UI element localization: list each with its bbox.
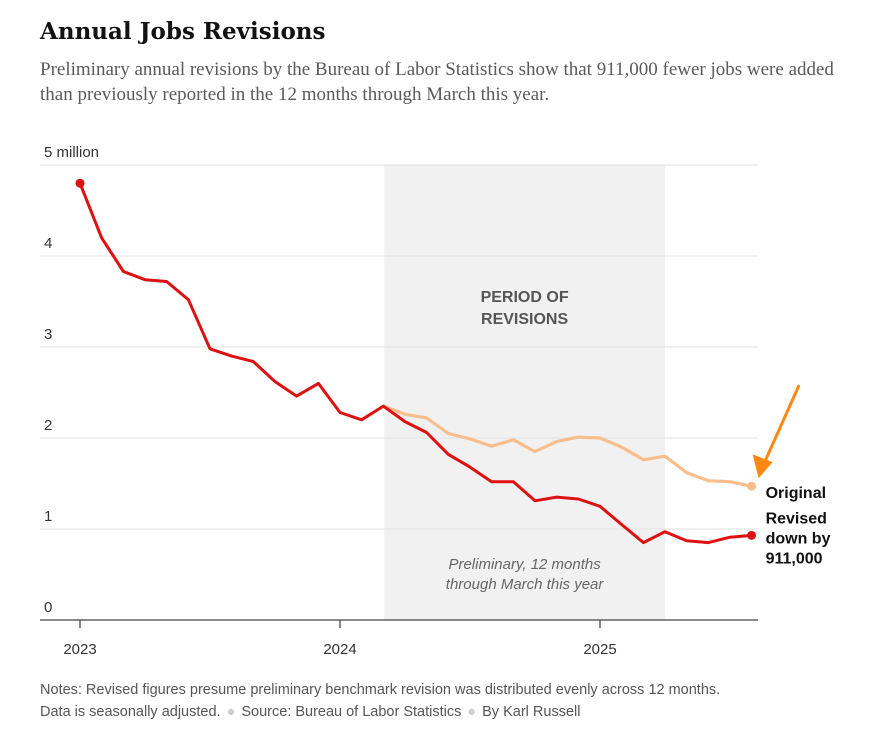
series-line-revised	[78, 181, 754, 545]
y-tick-label: 3	[44, 326, 52, 343]
data-point-original	[425, 416, 428, 419]
data-point-revised	[360, 418, 363, 421]
data-point-original	[447, 432, 450, 435]
y-tick-label: 2	[44, 417, 52, 434]
data-point-original	[555, 440, 558, 443]
data-point-revised	[729, 536, 732, 539]
data-point-revised	[469, 466, 472, 469]
band-title-line-2: REVISIONS	[481, 311, 568, 328]
data-point-revised	[382, 405, 385, 408]
data-point-original	[747, 481, 757, 491]
series-line-original	[381, 404, 754, 488]
y-tick-label: 5 million	[44, 144, 99, 161]
annotation-arrow-shaft	[763, 384, 801, 464]
data-point-original	[490, 445, 493, 448]
data-point-original	[577, 436, 580, 439]
notes-byline: By Karl Russell	[482, 704, 581, 720]
data-point-revised	[707, 541, 710, 544]
data-point-original	[642, 458, 645, 461]
y-tick-label: 0	[44, 599, 52, 616]
band-note-line-2: through March this year	[446, 576, 605, 593]
data-point-revised	[274, 380, 277, 383]
chart-notes: Notes: Revised figures presume prelimina…	[40, 679, 840, 723]
data-point-revised	[425, 431, 428, 434]
chart: 0 1 2 3 4 5 million 2023 2024 2025 PERIOD OF REVI…	[40, 144, 831, 658]
data-point-revised	[404, 420, 407, 423]
data-point-revised	[447, 453, 450, 456]
data-point-revised	[534, 499, 537, 502]
data-point-revised	[100, 236, 103, 239]
data-point-original	[512, 438, 515, 441]
data-point-revised	[555, 496, 558, 499]
data-point-revised	[295, 395, 298, 398]
data-point-original	[469, 437, 472, 440]
data-point-original	[664, 455, 667, 458]
notes-source: Source: Bureau of Labor Statistics	[241, 704, 462, 720]
notes-line-1: Notes: Revised figures presume prelimina…	[40, 682, 721, 698]
data-point-original	[534, 450, 537, 453]
data-point-revised	[490, 480, 493, 483]
data-point-revised	[230, 355, 233, 358]
data-point-original	[707, 479, 710, 482]
data-point-revised	[512, 480, 515, 483]
data-point-original	[729, 480, 732, 483]
notes-seasonal: Data is seasonally adjusted.	[40, 704, 221, 720]
series-label-original: Original	[766, 485, 826, 502]
data-point-revised	[187, 298, 190, 301]
data-point-revised	[122, 270, 125, 273]
y-tick-label: 1	[44, 508, 52, 525]
data-point-revised	[252, 360, 255, 363]
data-point-revised	[685, 539, 688, 542]
data-point-revised	[317, 382, 320, 385]
separator-dot-icon: ●	[467, 704, 477, 720]
data-point-revised	[599, 505, 602, 508]
data-point-revised	[75, 178, 85, 188]
x-tick-label: 2025	[583, 641, 616, 658]
data-point-revised	[577, 497, 580, 500]
chart-title: Annual Jobs Revisions	[40, 18, 326, 45]
data-point-revised	[144, 278, 147, 281]
series-label-revised: 911,000	[766, 550, 823, 567]
chart-subtitle: Preliminary annual revisions by the Bure…	[40, 59, 834, 105]
data-point-revised	[339, 411, 342, 414]
data-point-revised	[747, 530, 757, 540]
data-point-revised	[209, 347, 212, 350]
data-point-revised	[620, 523, 623, 526]
data-point-original	[620, 446, 623, 449]
band-note-line-1: Preliminary, 12 months	[448, 556, 601, 573]
revision-period-band	[384, 165, 665, 620]
annotation-arrow-head-icon	[752, 454, 773, 479]
data-point-revised	[165, 280, 168, 283]
band-title-line-1: PERIOD OF	[481, 289, 569, 306]
data-point-original	[599, 437, 602, 440]
y-tick-label: 4	[44, 235, 52, 252]
separator-dot-icon: ●	[226, 704, 236, 720]
x-tick-label: 2024	[323, 641, 356, 658]
data-point-revised	[664, 530, 667, 533]
data-point-original	[404, 413, 407, 416]
notes-line-2: Data is seasonally adjusted. ● Source: Bur…	[40, 701, 840, 723]
x-tick-label: 2023	[63, 641, 96, 658]
series-label-revised: down by	[766, 530, 831, 547]
series-label-revised: Revised	[766, 510, 827, 527]
data-point-original	[685, 471, 688, 474]
data-point-revised	[642, 541, 645, 544]
